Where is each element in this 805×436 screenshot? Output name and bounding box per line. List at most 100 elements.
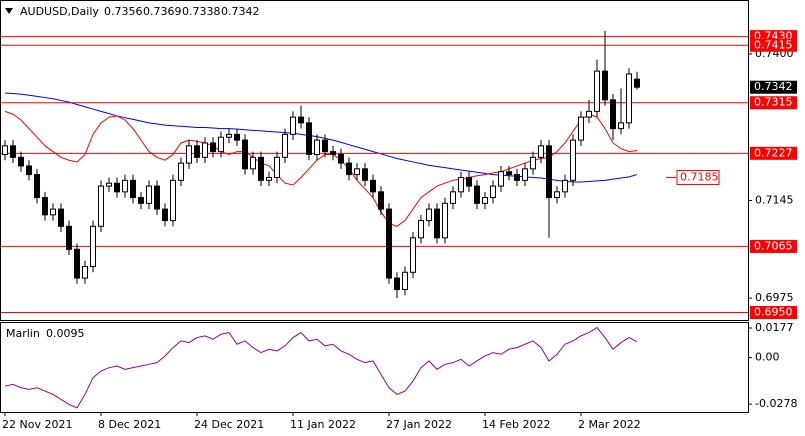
candle-body (562, 179, 568, 193)
candle-body (82, 266, 88, 279)
candle-body (490, 185, 496, 199)
candle-body (514, 174, 520, 181)
candle-body (258, 156, 264, 181)
candle-body (410, 237, 416, 273)
candle-body (170, 179, 176, 222)
candle-body (242, 139, 248, 170)
x-tick-label: 14 Feb 2022 (482, 418, 550, 431)
candle-body (466, 176, 472, 187)
candle-body (362, 168, 368, 181)
candle-body (122, 179, 128, 193)
candle-body (346, 162, 352, 176)
candle-body (402, 271, 408, 291)
menu-arrow (5, 8, 13, 14)
header-high: 0.7369 (143, 5, 182, 18)
candle-body (2, 145, 8, 155)
chart-title: AUDUSD,Daily (20, 5, 99, 18)
candle-body (330, 151, 336, 155)
candle-body (474, 185, 480, 204)
candle-body (202, 142, 208, 158)
level-label-box (750, 38, 797, 52)
candle-body (98, 185, 104, 227)
candle-body (538, 145, 544, 158)
y-tick-label: -0.0278 (755, 397, 797, 410)
level-label: 0.7415 (754, 38, 793, 51)
candle-body (218, 136, 224, 153)
candle-body (90, 225, 96, 268)
level-label-box (750, 96, 797, 110)
candle-body (290, 116, 296, 135)
candle-body (114, 182, 120, 193)
candle-body (530, 156, 536, 170)
last-price-label: 0.7342 (754, 80, 793, 93)
candle-body (378, 191, 384, 210)
oscillator-line (4, 326, 638, 409)
candle-body (354, 168, 360, 176)
candle-body (50, 208, 56, 216)
level-label-box (750, 146, 797, 160)
header-close: 0.7342 (221, 5, 260, 18)
oscillator-name: Marlin (6, 327, 40, 340)
candle-body (626, 73, 632, 124)
candle-body (418, 220, 424, 239)
candle-body (42, 197, 48, 216)
candle-body (434, 208, 440, 239)
candle-body (450, 191, 456, 204)
candle-body (386, 208, 392, 279)
candle-body (570, 139, 576, 181)
candle-body (146, 185, 152, 204)
x-tick-label: 11 Jan 2022 (290, 418, 356, 431)
candle-body (522, 168, 528, 181)
candle-body (226, 133, 232, 138)
x-tick-label: 24 Dec 2021 (194, 418, 264, 431)
candle-body (578, 116, 584, 141)
candle-body (234, 133, 240, 141)
candle-body (266, 176, 272, 181)
candle-body (274, 156, 280, 178)
candle-body (370, 179, 376, 193)
candle-body (482, 197, 488, 204)
level-label: 0.7227 (754, 146, 793, 159)
candle-body (506, 171, 512, 176)
candle-body (162, 208, 168, 222)
candle-body (66, 225, 72, 250)
level-label-box (750, 239, 797, 253)
candle-body (298, 116, 304, 124)
marker-label: 0.7185 (680, 170, 719, 183)
candle-body (602, 70, 608, 101)
header-open: 0.7356 (104, 5, 143, 18)
candle-body (58, 208, 64, 227)
oscillator-value: 0.0095 (46, 327, 85, 340)
x-tick-label: 27 Jan 2022 (386, 418, 452, 431)
y-tick-label: 0.0177 (755, 321, 794, 334)
candle-body (306, 122, 312, 155)
candle-body (34, 174, 40, 199)
moving-average (4, 92, 638, 183)
candle-body (338, 153, 344, 164)
candle-body (546, 145, 552, 199)
candle-body (178, 162, 184, 181)
candle-body (210, 142, 216, 153)
level-label: 0.6950 (754, 306, 793, 319)
candle-body (186, 145, 192, 164)
candle-body (554, 191, 560, 199)
last-price-box (750, 80, 797, 94)
candle-body (26, 165, 32, 176)
candle-body (634, 78, 640, 88)
oscillator-panel-frame (0, 322, 749, 413)
candle-body (426, 208, 432, 222)
candle-body (442, 202, 448, 239)
candle-body (394, 277, 400, 291)
candle-body (130, 179, 136, 199)
y-tick-label: 0.00 (755, 351, 780, 364)
candle-body (154, 185, 160, 210)
candle-body (314, 139, 320, 155)
candle-body (106, 182, 112, 187)
x-tick-label: 2 Mar 2022 (578, 418, 641, 431)
level-label-box (750, 306, 797, 320)
x-tick-label: 8 Dec 2021 (98, 418, 161, 431)
candle-body (250, 156, 256, 170)
candle-body (10, 145, 16, 158)
